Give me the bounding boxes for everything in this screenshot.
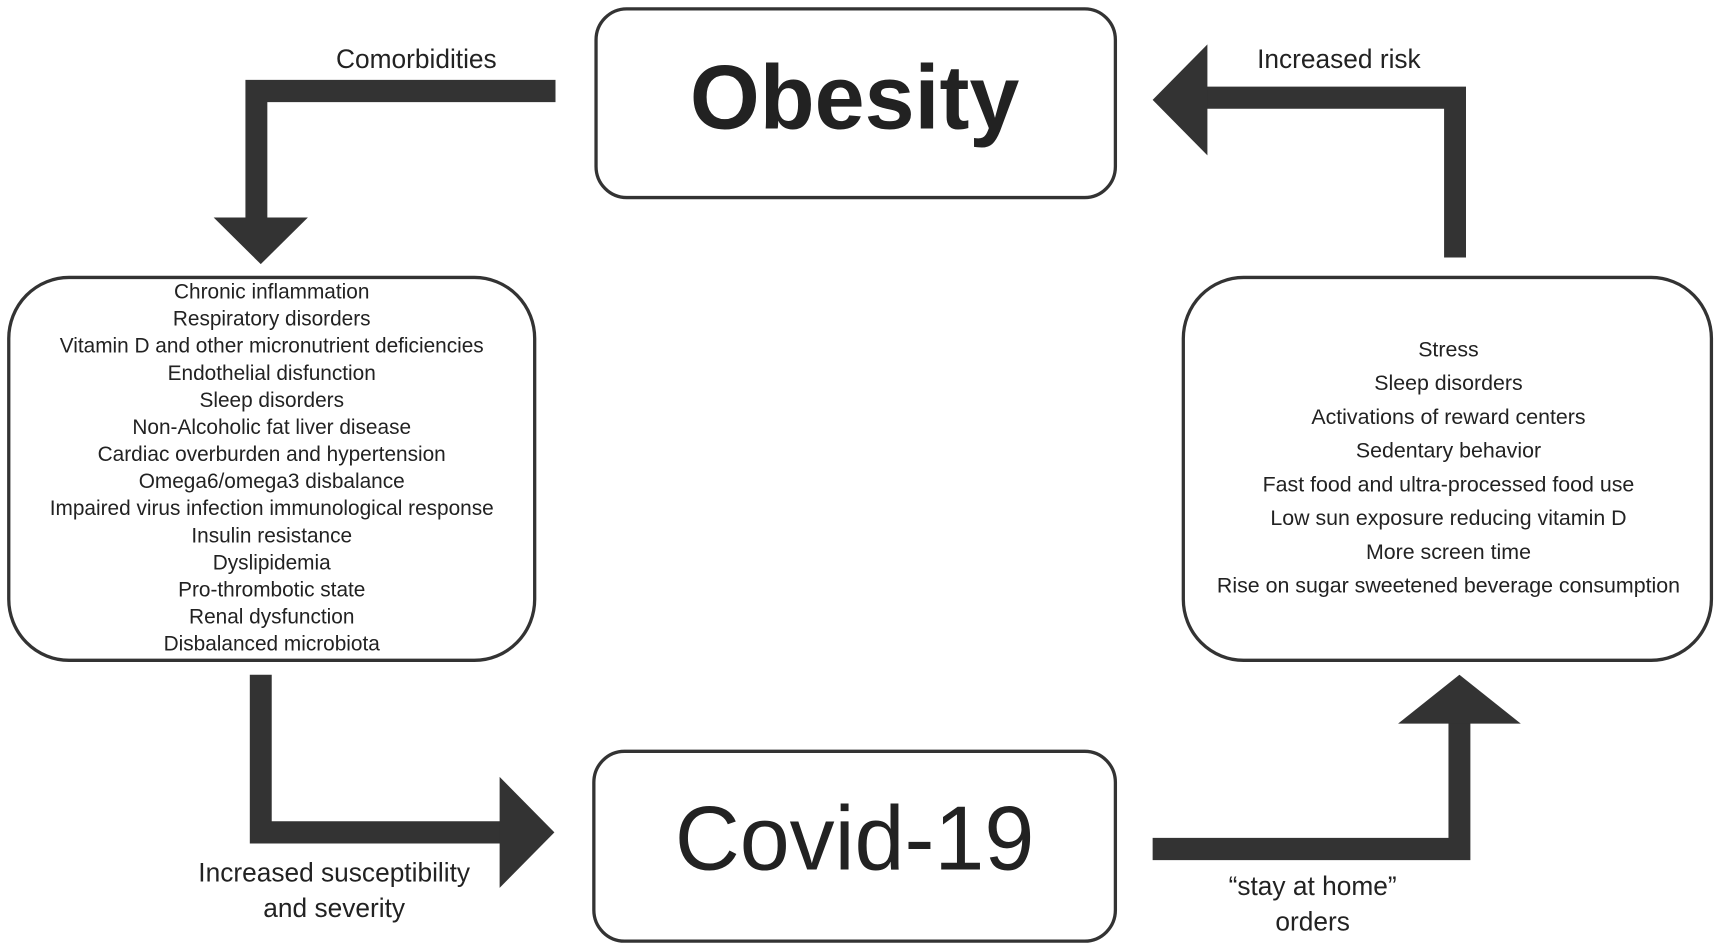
list-item: Vitamin D and other micronutrient defici… [60,335,484,358]
edge-label: Increased risk [1257,44,1421,74]
arrow [1152,721,1471,861]
list-item: Omega6/omega3 disbalance [139,470,405,493]
arrow [1205,86,1466,258]
list-item: Sleep disorders [199,389,344,412]
list-item: Non-Alcoholic fat liver disease [132,416,411,439]
list-item: Impaired virus infection immunological r… [50,497,494,520]
list-item: Activations of reward centers [1311,405,1585,429]
list-item: Cardiac overburden and hypertension [98,443,446,466]
list-item: More screen time [1366,540,1531,564]
arrow-head [1398,674,1521,724]
list-item: Insulin resistance [191,524,352,547]
list-item: Dyslipidemia [213,551,331,574]
list-item: Stress [1418,337,1479,361]
list-item: Chronic inflammation [174,280,369,303]
arrow-head [1152,44,1208,156]
edge-label: Comorbidities [336,44,497,74]
risk-factors-box [1181,275,1714,663]
arrow-head [213,217,308,265]
comorbidities-box [7,275,537,663]
list-item: Fast food and ultra-processed food use [1263,472,1635,496]
edge-label: Increased susceptibility [198,857,470,887]
edge-label: orders [1275,906,1350,936]
obesity-box [594,7,1118,200]
list-item: Pro-thrombotic state [178,578,365,601]
node-title: Covid-19 [675,788,1034,890]
arrow-head [499,776,555,888]
arrow [249,674,505,844]
list-item: Renal dysfunction [189,605,354,628]
node-title: Obesity [690,47,1019,149]
edge-label: and severity [263,893,405,923]
covid-box [592,749,1118,943]
list-item: Disbalanced microbiota [164,632,381,655]
list-item: Sleep disorders [1374,371,1522,395]
list-item: Respiratory disorders [173,308,371,331]
list-item: Low sun exposure reducing vitamin D [1270,506,1626,530]
edge-label: “stay at home” [1229,871,1397,901]
list-item: Sedentary behavior [1356,439,1541,463]
list-item: Endothelial disfunction [168,362,376,385]
list-item: Rise on sugar sweetened beverage consump… [1217,573,1680,597]
arrow [245,79,556,222]
